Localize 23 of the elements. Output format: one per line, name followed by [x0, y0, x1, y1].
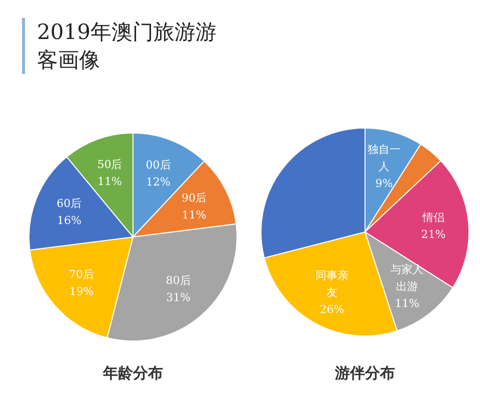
- data-label: 11%: [98, 174, 122, 188]
- data-label: 21%: [421, 228, 446, 242]
- slice-label: 同事亲友: [315, 269, 348, 300]
- slice-label: 独自一人: [368, 143, 401, 174]
- data-label: 31%: [166, 290, 191, 304]
- data-label: 9%: [375, 177, 393, 190]
- data-label: 16%: [56, 214, 82, 228]
- text: 年龄分布: [102, 364, 163, 382]
- slice-label: 与家人出游: [390, 263, 424, 294]
- slice-label: 00后: [146, 158, 171, 172]
- slice-label: 80后: [166, 274, 191, 287]
- data-label: 26%: [320, 303, 344, 316]
- data-label: 11%: [394, 297, 420, 310]
- slice-label: 50后: [97, 158, 122, 171]
- slice-label: 70后: [69, 268, 94, 281]
- text: 游伴分布: [334, 364, 395, 382]
- slice-label: 情侣: [421, 211, 444, 224]
- data-label: 19%: [69, 284, 94, 298]
- data-label: 11%: [182, 208, 206, 222]
- chart-title: 2019年澳门旅游游客画像: [22, 18, 227, 74]
- slice-label: 90后: [182, 191, 207, 204]
- data-label: 12%: [146, 176, 170, 189]
- slice-label: 60后: [56, 197, 82, 210]
